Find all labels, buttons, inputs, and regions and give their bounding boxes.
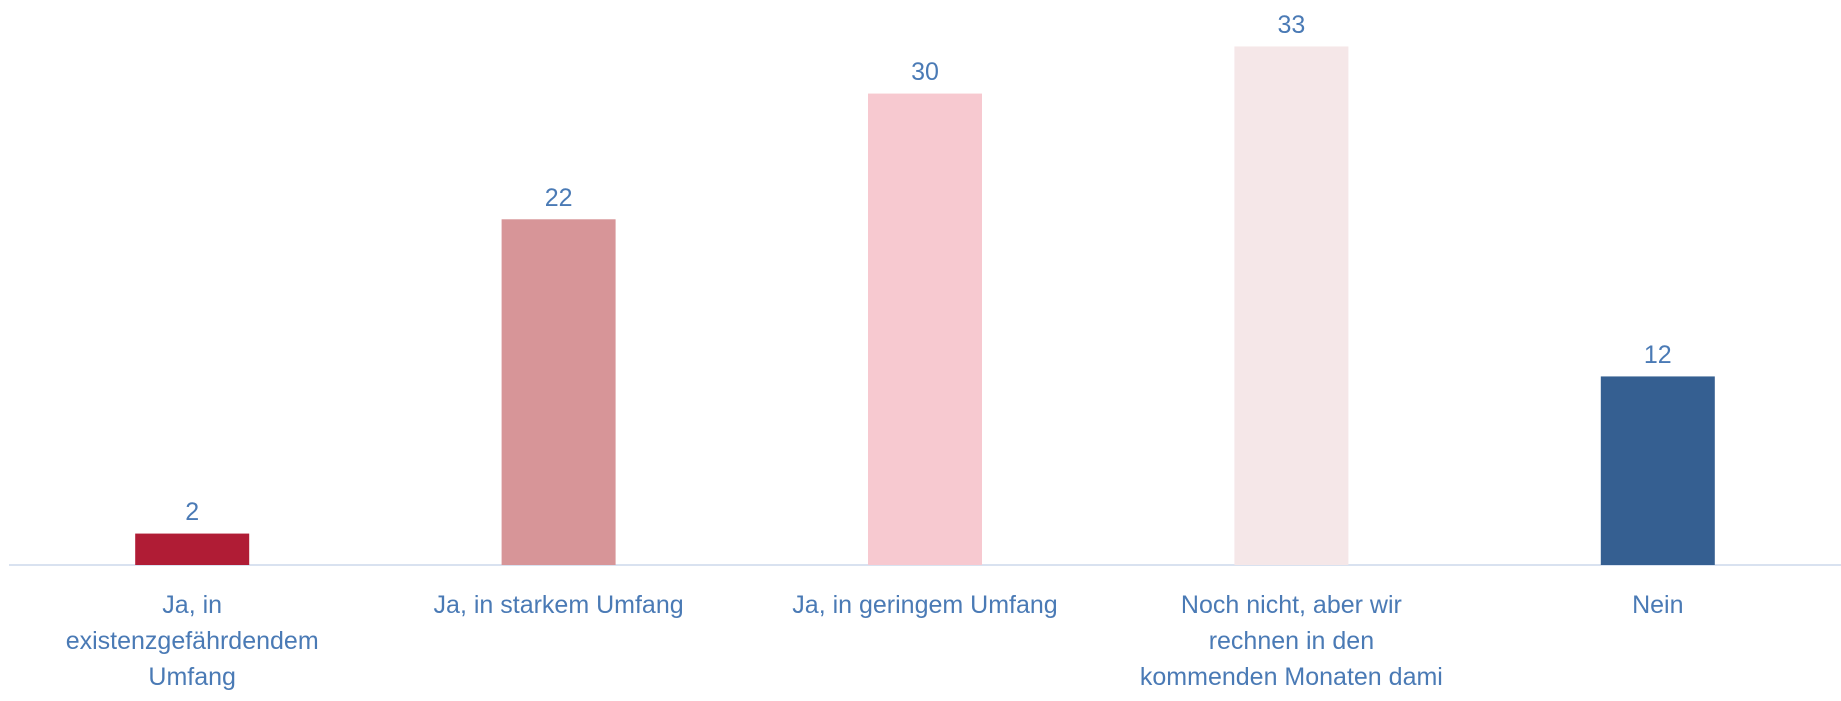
- x-tick-label: Ja, in starkem Umfang: [433, 591, 684, 619]
- x-tick-label: Ja, in geringem Umfang: [792, 591, 1058, 619]
- bar: [1234, 46, 1349, 565]
- data-label: 22: [545, 184, 573, 212]
- data-label: 33: [1277, 11, 1305, 39]
- data-label: 2: [185, 498, 199, 526]
- x-tick-label: Ja, in existenzgefährdendem Umfang: [65, 591, 319, 691]
- x-tick-label: Noch nicht, aber wir rechnen in den komm…: [1139, 591, 1443, 691]
- bar: [1600, 376, 1715, 565]
- x-tick-label: Nein: [1632, 591, 1684, 619]
- data-label: 30: [911, 58, 939, 86]
- bar: [135, 533, 250, 565]
- data-label: 12: [1644, 341, 1672, 369]
- bar: [868, 93, 982, 566]
- bar: [501, 219, 616, 566]
